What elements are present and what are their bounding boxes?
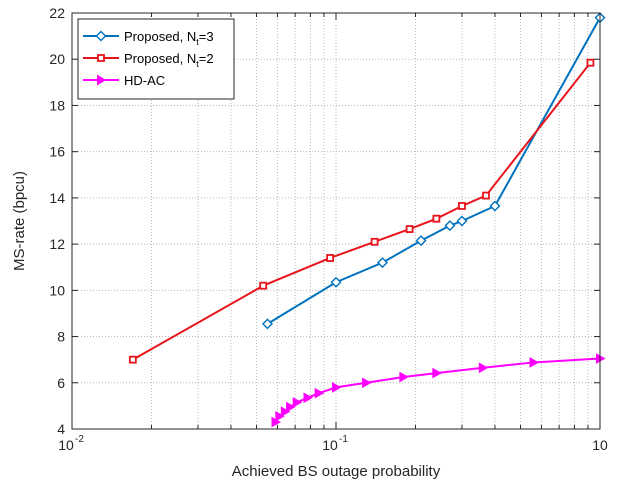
legend-label-subscript: t — [196, 59, 199, 69]
legend-label-name: HD-AC — [124, 73, 165, 88]
y-tick-label: 14 — [49, 190, 65, 206]
y-tick-label: 10 — [49, 282, 65, 298]
diamond-marker — [330, 276, 342, 288]
x-tick-exponent: -1 — [339, 434, 348, 445]
triangle-marker — [303, 392, 314, 404]
square-marker — [482, 191, 490, 200]
square-marker — [458, 202, 466, 210]
triangle-marker — [332, 382, 342, 393]
legend-label: HD-AC — [124, 73, 165, 88]
legend-label: Proposed, Nt=2 — [124, 51, 214, 69]
triangle-marker — [362, 377, 372, 389]
triangle-marker — [399, 371, 409, 383]
legend-label-name: Proposed, N — [124, 51, 196, 66]
square-marker — [259, 281, 268, 290]
triangle-marker — [97, 74, 107, 86]
triangle-marker — [314, 387, 325, 399]
legend-label-subscript: t — [196, 37, 199, 47]
triangle-marker — [529, 357, 540, 368]
x-tick-base: 10 — [58, 437, 74, 453]
y-tick-label: 6 — [57, 375, 65, 391]
y-tick-label: 16 — [49, 144, 65, 160]
triangle-marker — [292, 397, 303, 408]
y-tick-label: 8 — [57, 329, 65, 345]
legend-label-suffix: =2 — [199, 51, 214, 66]
x-tick-base: 10 — [592, 437, 608, 453]
x-tick-label: 10 -2 — [58, 434, 84, 453]
square-marker — [432, 214, 441, 223]
y-tick-label: 4 — [57, 421, 65, 437]
square-marker — [97, 54, 105, 62]
axis-ticks — [72, 12, 600, 430]
square-marker — [326, 254, 335, 262]
legend-label-name: Proposed, N — [124, 29, 196, 44]
series-line — [266, 17, 601, 325]
square-marker — [586, 58, 595, 67]
square-marker — [128, 355, 137, 364]
diamond-marker — [415, 235, 427, 247]
diamond-marker — [444, 220, 456, 232]
diamond-marker — [489, 200, 501, 212]
square-marker — [370, 237, 379, 246]
legend-label: Proposed, Nt=3 — [124, 29, 214, 47]
legend-entry: Proposed, Nt=2 — [83, 51, 214, 69]
y-tick-label: 12 — [49, 236, 65, 252]
diamond-marker — [456, 215, 468, 227]
diamond-marker — [261, 318, 273, 330]
legend-label-suffix: =3 — [199, 29, 214, 44]
x-tick-label: 10 -1 — [322, 434, 348, 453]
grid-lines — [72, 13, 600, 429]
triangle-marker — [275, 410, 285, 422]
x-tick-exponent: -2 — [75, 434, 84, 445]
legend-entry: Proposed, Nt=3 — [83, 29, 214, 47]
y-tick-label: 18 — [49, 97, 65, 113]
triangle-marker — [280, 406, 291, 418]
y-axis-title: MS-rate (bpcu) — [11, 171, 28, 271]
square-marker — [405, 225, 414, 233]
y-tick-label: 20 — [49, 51, 65, 67]
x-tick-label: 10 — [592, 437, 608, 453]
x-axis-title: Achieved BS outage probability — [232, 463, 441, 480]
triangle-marker — [478, 362, 489, 374]
y-tick-label: 22 — [49, 5, 65, 21]
x-tick-base: 10 — [322, 437, 338, 453]
triangle-marker — [432, 367, 442, 379]
series-square — [128, 58, 595, 364]
diamond-marker — [376, 257, 388, 269]
triangle-marker — [286, 401, 296, 413]
legend-entry: HD-AC — [83, 73, 165, 88]
diamond-marker — [95, 30, 107, 42]
